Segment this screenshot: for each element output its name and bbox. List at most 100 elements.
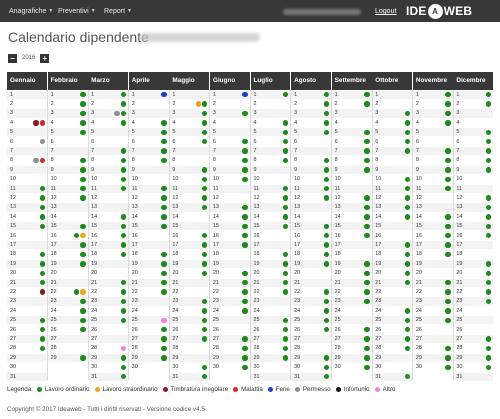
- day-cell[interactable]: 10: [210, 175, 250, 183]
- day-cell[interactable]: 14: [48, 213, 88, 221]
- day-cell[interactable]: 28: [48, 344, 88, 352]
- day-cell[interactable]: 10: [129, 175, 169, 183]
- day-cell[interactable]: 3: [209, 109, 250, 118]
- day-cell[interactable]: 22: [169, 288, 209, 296]
- day-cell[interactable]: 9: [291, 165, 332, 174]
- day-cell[interactable]: 22: [210, 288, 250, 296]
- day-cell[interactable]: 4: [7, 119, 47, 127]
- day-cell[interactable]: 10: [88, 175, 128, 183]
- day-cell[interactable]: 17: [7, 241, 47, 250]
- day-cell[interactable]: 12: [129, 194, 169, 202]
- day-cell[interactable]: 18: [372, 250, 412, 258]
- day-cell[interactable]: 29: [250, 353, 291, 362]
- day-cell[interactable]: 12: [169, 194, 209, 202]
- day-cell[interactable]: 23: [453, 297, 494, 306]
- day-cell[interactable]: 22: [48, 288, 88, 296]
- day-cell[interactable]: 24: [169, 307, 209, 315]
- day-cell[interactable]: 1: [250, 90, 291, 99]
- day-cell[interactable]: 30: [291, 363, 331, 371]
- day-cell[interactable]: 25: [331, 316, 372, 325]
- day-cell[interactable]: 21: [331, 278, 372, 287]
- day-cell[interactable]: 4: [332, 119, 372, 127]
- day-cell[interactable]: 11: [331, 184, 372, 193]
- day-cell[interactable]: 5: [128, 128, 169, 137]
- day-cell[interactable]: 22: [129, 288, 169, 296]
- day-cell[interactable]: 25: [128, 316, 169, 325]
- day-cell[interactable]: 7: [453, 147, 494, 156]
- day-cell[interactable]: 12: [332, 194, 372, 202]
- day-cell[interactable]: 2: [413, 100, 453, 108]
- day-cell[interactable]: 30: [251, 363, 291, 371]
- day-cell[interactable]: 18: [332, 250, 372, 258]
- day-cell[interactable]: 25: [7, 316, 47, 325]
- day-cell[interactable]: 20: [129, 269, 169, 277]
- day-cell[interactable]: 30: [372, 363, 412, 371]
- day-cell[interactable]: 10: [453, 175, 493, 183]
- day-cell[interactable]: 26: [372, 326, 412, 334]
- day-cell[interactable]: 12: [291, 194, 331, 202]
- day-cell[interactable]: 31: [88, 372, 129, 381]
- day-cell[interactable]: 20: [332, 269, 372, 277]
- day-cell[interactable]: 25: [291, 316, 332, 325]
- day-cell[interactable]: 30: [332, 363, 372, 371]
- day-cell[interactable]: 15: [209, 222, 250, 231]
- day-cell[interactable]: 6: [291, 138, 331, 146]
- day-cell[interactable]: 28: [251, 344, 291, 352]
- day-cell[interactable]: 30: [88, 363, 128, 371]
- day-cell[interactable]: 3: [331, 109, 372, 118]
- day-cell[interactable]: 1: [412, 90, 453, 99]
- day-cell[interactable]: 30: [210, 363, 250, 371]
- day-cell[interactable]: 19: [291, 259, 332, 268]
- day-cell[interactable]: 1: [453, 90, 494, 99]
- day-cell[interactable]: 22: [413, 288, 453, 296]
- day-cell[interactable]: 22: [7, 288, 47, 296]
- day-cell[interactable]: 15: [88, 222, 129, 231]
- day-cell[interactable]: 8: [332, 156, 372, 164]
- day-cell[interactable]: 11: [372, 184, 413, 193]
- day-cell[interactable]: 4: [169, 119, 209, 127]
- day-cell[interactable]: 5: [47, 128, 88, 137]
- day-cell[interactable]: 8: [251, 156, 291, 164]
- day-cell[interactable]: 9: [331, 165, 372, 174]
- day-cell[interactable]: 29: [47, 353, 88, 362]
- day-cell[interactable]: 23: [128, 297, 169, 306]
- day-cell[interactable]: 20: [372, 269, 412, 277]
- day-cell[interactable]: 16: [332, 232, 372, 240]
- day-cell[interactable]: 3: [88, 109, 129, 118]
- day-cell[interactable]: 12: [413, 194, 453, 202]
- day-cell[interactable]: 11: [88, 184, 129, 193]
- day-cell[interactable]: 17: [372, 241, 413, 250]
- day-cell[interactable]: 30: [169, 363, 209, 371]
- day-cell[interactable]: 27: [453, 335, 494, 344]
- day-cell[interactable]: 23: [250, 297, 291, 306]
- day-cell[interactable]: 8: [210, 156, 250, 164]
- day-cell[interactable]: 15: [412, 222, 453, 231]
- day-cell[interactable]: 5: [209, 128, 250, 137]
- day-cell[interactable]: 11: [291, 184, 332, 193]
- day-cell[interactable]: 12: [88, 194, 128, 202]
- day-cell[interactable]: 23: [7, 297, 47, 306]
- day-cell[interactable]: 31: [7, 372, 47, 381]
- day-cell[interactable]: 3: [7, 109, 47, 118]
- day-cell[interactable]: 18: [210, 250, 250, 258]
- day-cell[interactable]: 30: [413, 363, 453, 371]
- day-cell[interactable]: 13: [209, 203, 250, 212]
- day-cell[interactable]: 2: [88, 100, 128, 108]
- day-cell[interactable]: 17: [453, 241, 494, 250]
- day-cell[interactable]: 1: [128, 90, 169, 99]
- day-cell[interactable]: 5: [250, 128, 291, 137]
- day-cell[interactable]: 23: [88, 297, 129, 306]
- day-cell[interactable]: 27: [169, 335, 210, 344]
- day-cell[interactable]: 11: [47, 184, 88, 193]
- day-cell[interactable]: 15: [7, 222, 47, 231]
- day-cell[interactable]: 15: [250, 222, 291, 231]
- day-cell[interactable]: 14: [210, 213, 250, 221]
- day-cell[interactable]: 13: [331, 203, 372, 212]
- day-cell[interactable]: 18: [7, 250, 47, 258]
- day-cell[interactable]: 12: [210, 194, 250, 202]
- day-cell[interactable]: 9: [88, 165, 129, 174]
- day-cell[interactable]: 28: [453, 344, 493, 352]
- day-cell[interactable]: 15: [453, 222, 494, 231]
- day-cell[interactable]: 4: [48, 119, 88, 127]
- day-cell[interactable]: 6: [251, 138, 291, 146]
